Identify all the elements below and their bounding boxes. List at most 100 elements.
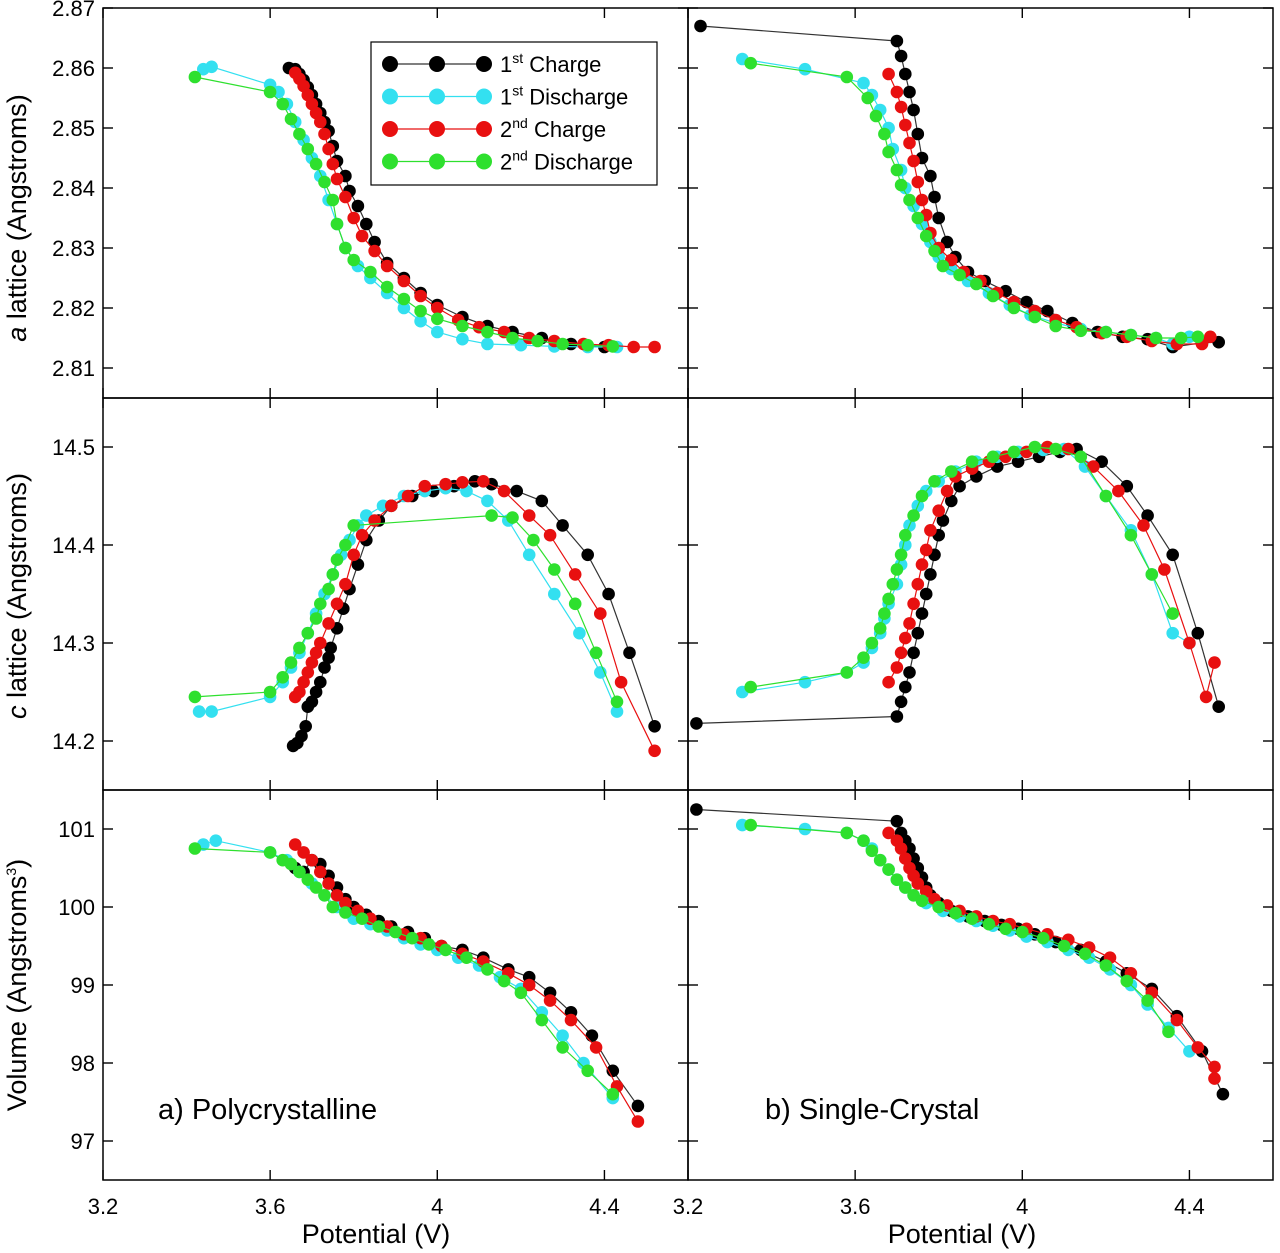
ytick-label-c_lattice-1: 14.3: [52, 631, 95, 656]
data-point-1-0: [192, 705, 206, 718]
series-volume-single-crystal-1: [736, 818, 1196, 1058]
data-point-3-14: [945, 465, 958, 478]
data-point-2-8: [919, 543, 933, 557]
legend-marker-1-2: [476, 88, 492, 105]
data-point-3-23: [1145, 568, 1159, 581]
data-point-3-13: [485, 509, 498, 522]
data-point-3-5: [301, 873, 315, 886]
data-point-0-24: [535, 494, 549, 508]
series-c_lattice-single-crystal-3: [744, 440, 1179, 694]
data-point-3-9: [330, 217, 344, 231]
series-line-0: [700, 25, 1219, 348]
xtick-label-0-2: 4: [431, 1194, 443, 1219]
series-c_lattice-single-crystal-0: [690, 442, 1225, 730]
data-point-0-14: [351, 199, 365, 213]
series-a_lattice-single-crystal-3: [744, 56, 1205, 345]
data-point-2-5: [309, 646, 323, 660]
data-point-3-1: [263, 85, 277, 99]
data-point-0-3: [899, 680, 912, 694]
series-line-3: [194, 514, 618, 703]
data-point-1-20: [514, 338, 528, 352]
data-point-1-17: [431, 325, 444, 339]
data-point-0-5: [907, 646, 920, 660]
data-point-2-3: [899, 852, 912, 865]
data-point-0-10: [324, 641, 338, 655]
data-point-3-13: [405, 931, 419, 945]
data-point-3-8: [326, 900, 340, 914]
data-point-0-24: [1216, 1087, 1230, 1101]
data-point-0-23: [510, 484, 523, 498]
ytick-label-a_lattice-5: 2.86: [52, 56, 95, 81]
data-point-2-15: [380, 259, 394, 273]
data-point-2-27: [648, 340, 661, 354]
data-point-2-6: [314, 115, 327, 129]
data-point-3-17: [1007, 445, 1021, 459]
data-point-0-3: [899, 67, 912, 81]
data-point-3-0: [744, 818, 757, 832]
data-point-2-1: [890, 661, 904, 674]
legend-label-1: 1st Discharge: [500, 83, 628, 110]
data-point-3-7: [318, 175, 331, 189]
data-point-2-21: [1137, 519, 1150, 532]
data-point-0-4: [903, 666, 916, 679]
data-point-3-9: [326, 568, 340, 581]
data-point-3-21: [1141, 994, 1154, 1007]
data-point-3-7: [886, 577, 900, 591]
ytick-label-a_lattice-3: 2.84: [52, 176, 95, 201]
data-point-3-6: [309, 881, 323, 894]
data-point-2-16: [522, 978, 536, 992]
data-point-2-10: [932, 504, 945, 517]
data-point-3-7: [318, 889, 331, 902]
legend-entry-1: 1st Discharge: [382, 83, 628, 110]
data-point-3-18: [497, 974, 511, 988]
legend-marker-2-0: [382, 121, 398, 137]
data-point-3-2: [857, 651, 870, 664]
data-point-2-4: [903, 617, 916, 630]
data-point-3-2: [861, 91, 874, 105]
data-point-0-3: [299, 720, 313, 733]
series-line-2: [888, 832, 1216, 1079]
data-point-3-22: [1124, 528, 1138, 542]
data-point-3-10: [330, 553, 344, 566]
data-point-2-4: [903, 136, 916, 150]
data-point-2-20: [522, 509, 536, 522]
data-point-2-23: [594, 607, 607, 620]
data-point-0-28: [623, 646, 636, 660]
data-point-3-16: [548, 563, 561, 576]
data-point-2-21: [543, 528, 557, 542]
data-point-3-1: [840, 70, 854, 84]
data-point-2-6: [911, 877, 925, 890]
data-point-3-12: [965, 912, 979, 925]
ytick-label-volume-3: 100: [58, 895, 95, 920]
data-point-3-4: [878, 127, 891, 141]
data-point-3-18: [1078, 947, 1092, 961]
data-point-3-11: [928, 244, 941, 258]
data-point-3-13: [380, 280, 394, 294]
data-point-0-8: [924, 169, 937, 183]
data-point-2-5: [330, 889, 344, 902]
legend-entry-2: 2nd Charge: [382, 115, 606, 142]
series-volume-polycrystalline-2: [288, 838, 645, 1128]
ytick-label-a_lattice-6: 2.87: [52, 0, 95, 21]
data-point-2-4: [322, 877, 335, 890]
data-point-3-14: [422, 938, 436, 951]
legend-marker-3-1: [429, 153, 445, 170]
data-point-3-7: [894, 178, 908, 192]
data-point-3-9: [911, 211, 925, 225]
data-point-2-0: [288, 838, 302, 851]
data-point-2-0: [882, 675, 895, 689]
data-point-3-23: [1174, 331, 1188, 345]
data-point-2-16: [439, 477, 452, 491]
data-point-2-4: [305, 656, 319, 669]
series-line-1: [742, 824, 1190, 1052]
series-a_lattice-single-crystal-2: [882, 67, 1217, 351]
legend-marker-2-2: [476, 121, 492, 137]
data-point-3-17: [568, 597, 582, 611]
data-point-3-6: [890, 873, 904, 886]
data-point-3-2: [276, 97, 290, 111]
data-point-0-4: [903, 85, 916, 99]
data-point-2-24: [1208, 1072, 1221, 1085]
data-point-3-15: [439, 943, 452, 957]
data-point-3-18: [589, 646, 603, 660]
data-point-3-1: [840, 826, 854, 840]
